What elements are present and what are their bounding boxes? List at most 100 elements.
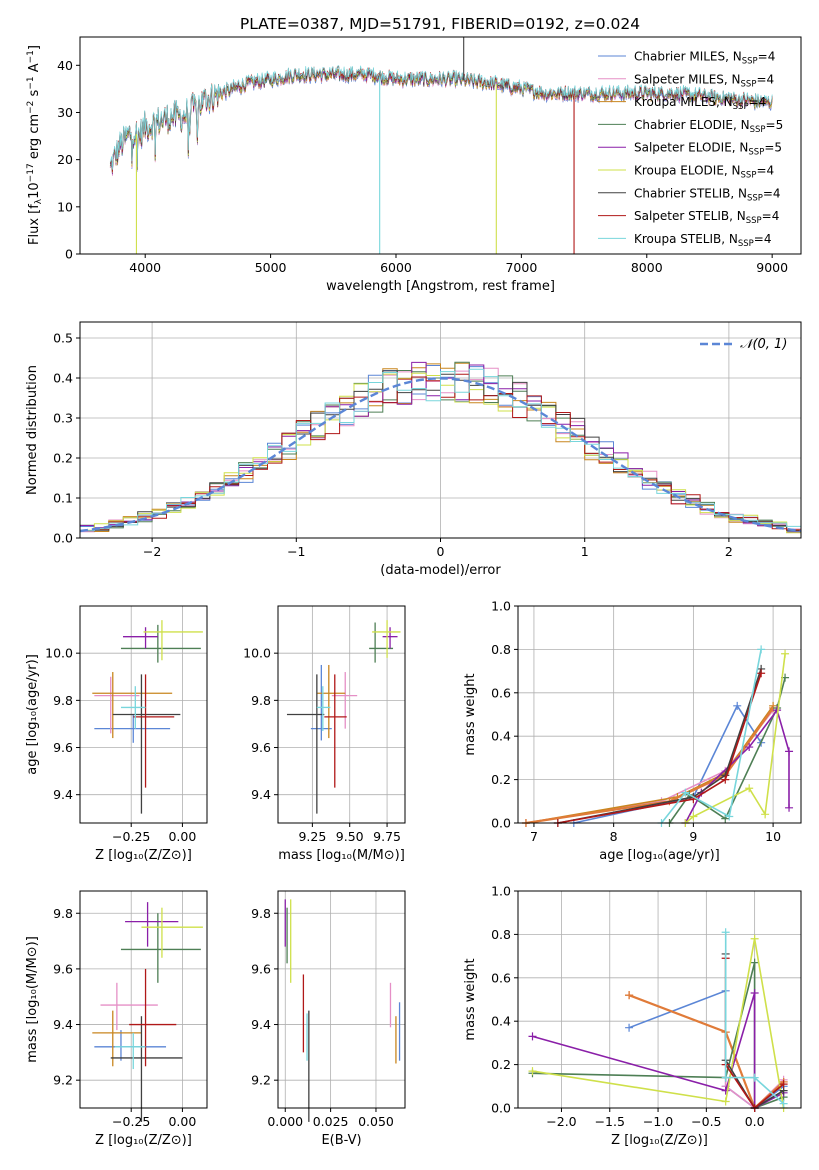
legend-label-value: =4 [756, 72, 774, 86]
y-axis-label-part: 10 [27, 182, 42, 199]
weight-line [660, 649, 762, 824]
x-axis-label: age [log₁₀(age/yr)] [599, 848, 720, 863]
y-tick-label: 9.4 [251, 1017, 271, 1032]
legend-label-subscript: SSP [750, 125, 766, 135]
axes-frame [79, 36, 802, 255]
x-tick-label: −0.25 [112, 829, 150, 844]
x-axis-label: Z [log₁₀(Z/Z⊙)] [95, 1133, 192, 1148]
weight-marker [761, 810, 770, 819]
legend-label: Kroupa STELIB, NSSP=4 [634, 232, 772, 249]
y-tick-label: 0 [65, 247, 73, 262]
y-tick-label: 1.0 [491, 599, 511, 614]
age-mass-panel: 9.25 9.50 9.75 9.4 9.6 9.8 10.0 mass [log₁₀(M/M… [243, 605, 406, 863]
y-tick-label: 0.4 [491, 729, 511, 744]
y-tick-label: 0.0 [491, 1101, 511, 1116]
legend-label-subscript: SSP [742, 57, 758, 67]
weight-marker [689, 812, 698, 821]
x-tick-label: 9.50 [336, 829, 364, 844]
y-tick-label: 9.8 [53, 693, 73, 708]
x-tick-label: −2.0 [546, 1114, 576, 1129]
x-tick-label: 1 [581, 544, 589, 559]
legend-label: Salpeter STELIB, NSSP=4 [634, 209, 779, 226]
weight-marker [528, 1032, 537, 1041]
legend-label: Chabrier MILES, NSSP=4 [634, 50, 775, 67]
y-tick-label: 30 [57, 105, 73, 120]
x-axis-label: mass [log₁₀(M/M⊙)] [278, 848, 405, 863]
y-tick-label: 9.8 [251, 906, 271, 921]
y-tick-label: 0.2 [53, 451, 73, 466]
x-tick-label: 0.00 [168, 1114, 196, 1129]
y-tick-label: 0.6 [491, 970, 511, 985]
y-tick-label: 20 [57, 152, 73, 167]
x-tick-label: 9.75 [373, 829, 401, 844]
residuals-panel: −2 −1 0 1 2 0.0 0.1 0.2 0.3 0.4 0.5 (data-model)/er… [25, 321, 802, 578]
weight-line [684, 708, 790, 824]
weight-line [557, 673, 762, 824]
x-axis-label: wavelength [Angstrom, rest frame] [326, 279, 555, 294]
y-tick-label: 10.0 [243, 646, 271, 661]
x-axis-label: (data-model)/error [380, 563, 501, 578]
y-tick-label: 9.2 [251, 1073, 271, 1088]
y-tick-label: 0.6 [491, 685, 511, 700]
y-tick-label: 1.0 [491, 884, 511, 899]
weight-marker [721, 1097, 730, 1106]
weight-marker [750, 934, 759, 943]
y-axis-label-part: s [27, 89, 42, 100]
x-tick-label: −1.0 [643, 1114, 673, 1129]
x-tick-label: 10 [765, 829, 781, 844]
y-tick-label: 0.4 [53, 371, 73, 386]
x-tick-label: −1 [287, 544, 305, 559]
y-tick-label: 9.4 [53, 787, 73, 802]
legend-label-subscript: SSP [748, 148, 764, 158]
weight-marker [528, 1067, 537, 1076]
x-axis-label: Z [log₁₀(Z/Z⊙)] [95, 848, 192, 863]
x-tick-label: 8 [610, 829, 618, 844]
y-tick-label: 9.4 [53, 1017, 73, 1032]
y-tick-label: 9.8 [53, 906, 73, 921]
legend-label: Salpeter ELODIE, NSSP=5 [634, 141, 782, 158]
legend-label: Chabrier STELIB, NSSP=4 [634, 186, 781, 203]
y-tick-label: 0.5 [53, 331, 73, 346]
mass-Z-panel: −0.25 0.00 9.2 9.4 9.6 9.8 Z [log₁₀(Z/Z⊙)] mass… [25, 890, 208, 1148]
weight-line [525, 707, 774, 825]
weight-marker [721, 775, 730, 784]
y-tick-label: 0.8 [491, 642, 511, 657]
y-axis-label: Normed distribution [25, 365, 40, 495]
x-tick-label: −2 [143, 544, 161, 559]
y-axis-label-part: erg cm [27, 114, 42, 163]
legend-label: Chabrier ELODIE, NSSP=5 [634, 118, 783, 135]
weight-marker [757, 645, 766, 654]
legend-label-subscript: SSP [746, 216, 762, 226]
x-tick-label: 0.00 [168, 829, 196, 844]
spectrum-line [109, 65, 773, 170]
y-axis-label-part: −17 [26, 163, 36, 182]
weight-marker [625, 1023, 634, 1032]
y-tick-label: 9.4 [251, 787, 271, 802]
legend-label-subscript: SSP [733, 102, 749, 112]
y-axis-label: Flux [fλ10−17 erg cm−2 s−1 A−1] [26, 45, 44, 245]
weight-marker [721, 1073, 730, 1082]
legend-label-value: =4 [762, 209, 780, 223]
legend-label-subscript: SSP [747, 193, 763, 203]
legend-label-subscript: SSP [741, 79, 757, 89]
axes-frame [517, 890, 802, 1109]
x-tick-label: 0.025 [313, 1114, 349, 1129]
gaussian-curve [80, 377, 801, 533]
legend-label: Kroupa ELODIE, NSSP=4 [634, 164, 774, 181]
mass-weight-age-panel: 7 8 9 10 0.0 0.2 0.4 0.6 0.8 1.0 age [log₁₀(age/yr… [463, 599, 802, 863]
y-tick-label: 9.6 [251, 740, 271, 755]
weight-marker [733, 701, 742, 710]
y-tick-label: 0.0 [53, 531, 73, 546]
mass-weight-Z-panel: −2.0 −1.5 −1.0 −0.5 0.0 0.0 0.2 0.4 0.6 0.8 1.0 Z [… [463, 884, 802, 1148]
x-tick-label: 9000 [756, 260, 788, 275]
weight-line [724, 932, 785, 1105]
axes-frame [517, 605, 802, 824]
x-tick-label: 9 [689, 829, 697, 844]
y-axis-label-part: −1 [26, 50, 36, 63]
weight-marker [750, 958, 759, 967]
weight-marker [750, 988, 759, 997]
y-axis-label: mass [log₁₀(M/M⊙)] [25, 936, 40, 1063]
weight-marker [625, 991, 634, 1000]
y-tick-label: 0.1 [53, 491, 73, 506]
